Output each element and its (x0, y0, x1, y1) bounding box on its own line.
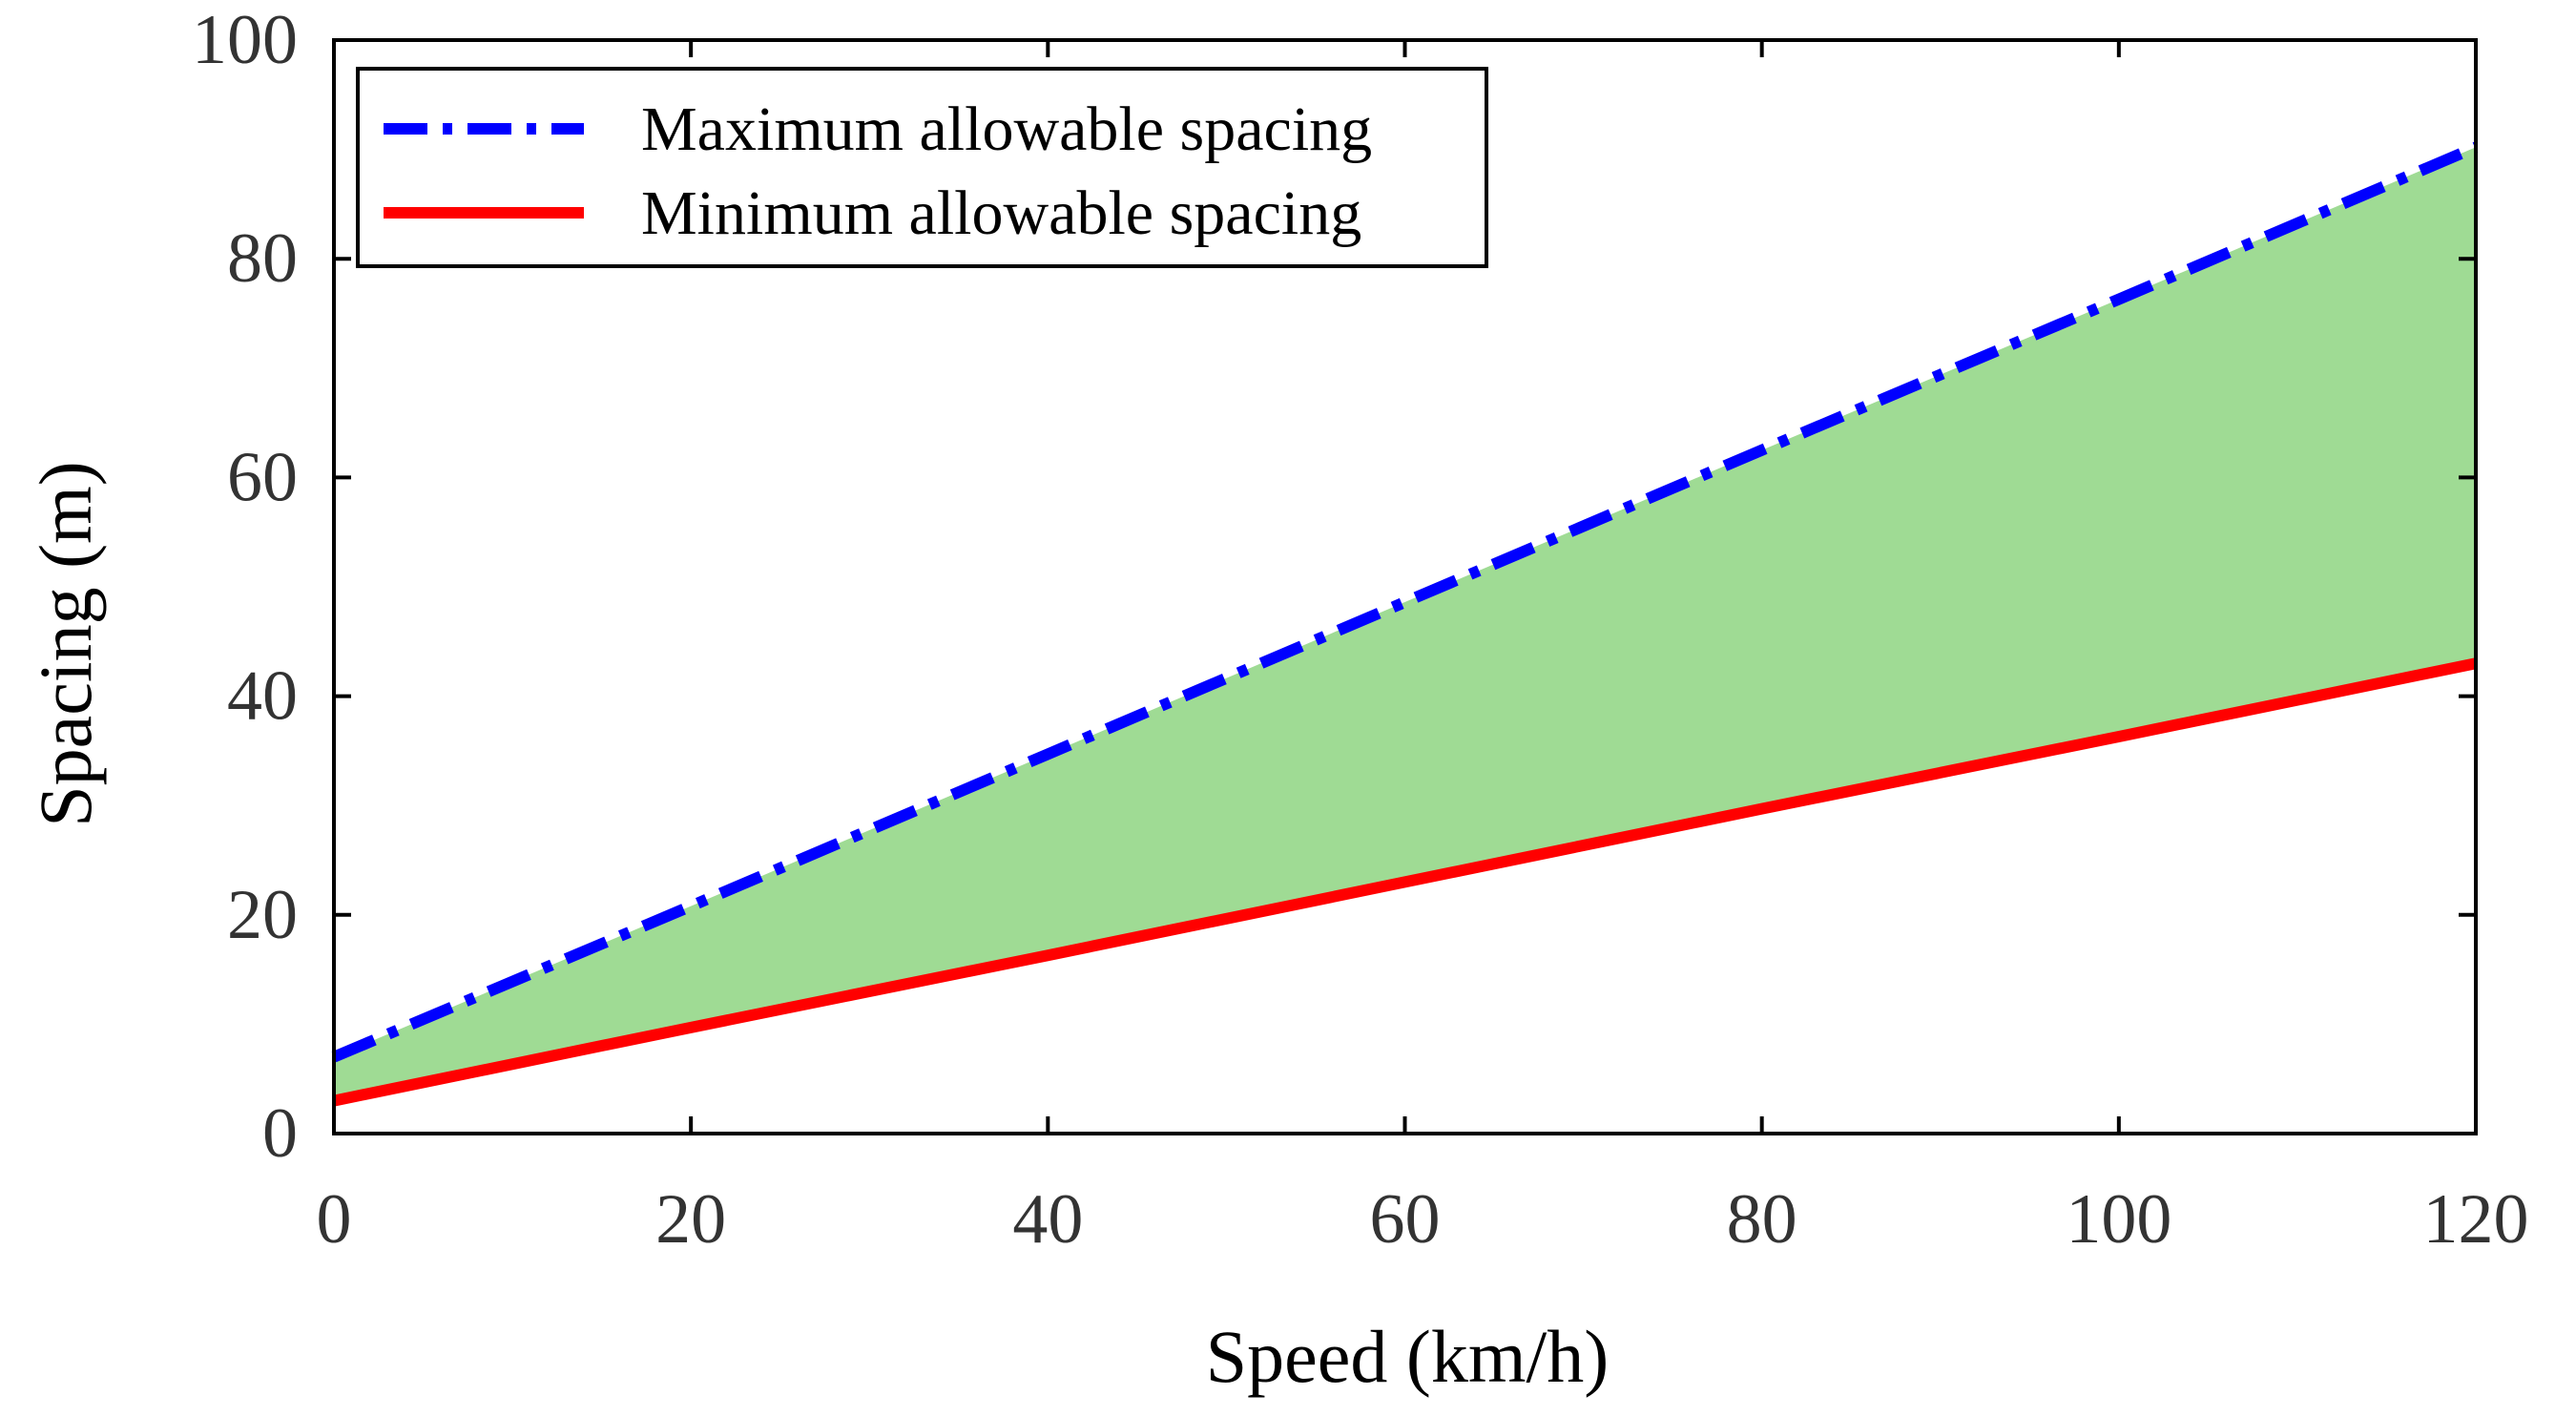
legend-label-max: Maximum allowable spacing (641, 94, 1372, 164)
y-tick-label: 20 (227, 876, 298, 954)
y-tick-label: 80 (227, 219, 298, 298)
x-tick-label: 0 (317, 1180, 352, 1259)
legend-label-min: Minimum allowable spacing (641, 178, 1361, 248)
feasible-spacing-region (334, 147, 2476, 1101)
y-tick-label: 40 (227, 657, 298, 736)
y-tick-label: 100 (192, 1, 298, 79)
legend-box (356, 67, 1488, 268)
x-tick-label: 20 (655, 1180, 726, 1259)
max-spacing-line (331, 141, 2479, 1063)
plot-frame (332, 38, 2478, 1135)
x-tick-label: 60 (1370, 1180, 1441, 1259)
x-tick-label: 40 (1012, 1180, 1083, 1259)
y-axis-label: Spacing (m) (24, 461, 107, 826)
min-spacing-line (332, 657, 2478, 1107)
x-tick-label: 120 (2423, 1180, 2529, 1259)
x-axis-label: Speed (km/h) (1206, 1315, 1609, 1398)
x-tick-label: 80 (1727, 1180, 1797, 1259)
y-tick-label: 60 (227, 438, 298, 516)
x-tick-label: 100 (2066, 1180, 2171, 1259)
y-tick-label: 0 (262, 1094, 298, 1173)
